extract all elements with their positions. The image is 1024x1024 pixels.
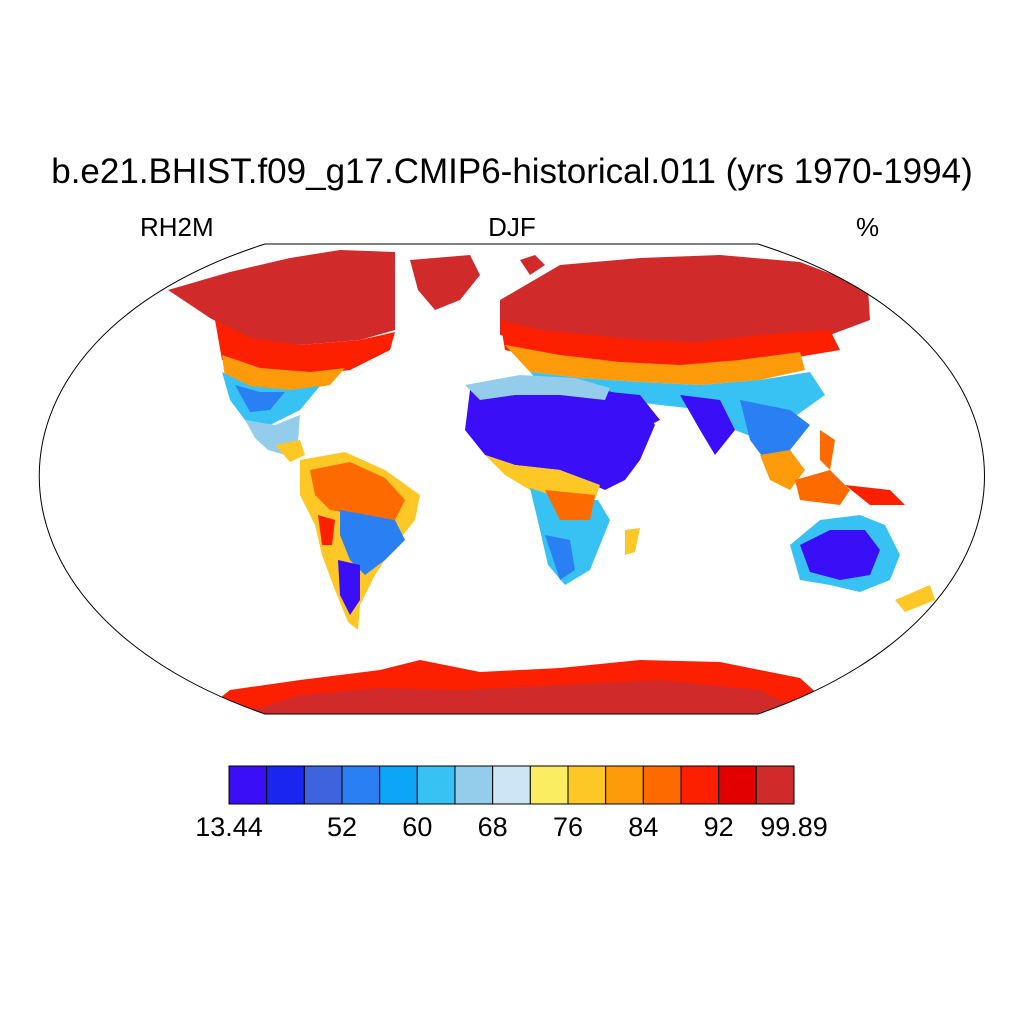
- colorbar-swatch: [266, 765, 305, 805]
- colorbar-tick-label: 76: [552, 812, 584, 842]
- colorbar-swatch: [454, 765, 494, 805]
- colorbar-swatch: [416, 765, 456, 805]
- land-fill: [168, 250, 935, 714]
- variable-label: RH2M: [140, 212, 214, 242]
- australia: [790, 515, 935, 612]
- colorbar-swatch: [567, 765, 607, 805]
- colorbar-tick-label: 68: [477, 812, 508, 842]
- africa: [465, 375, 655, 585]
- colorbar-tick-label: 92: [703, 812, 734, 842]
- colorbar-tick-label: 13.44: [195, 812, 263, 842]
- colorbar-swatch: [303, 765, 343, 805]
- eurasia: [500, 255, 905, 505]
- colorbar-swatch: [492, 765, 531, 805]
- colorbar-swatch: [341, 765, 381, 805]
- colorbar-swatch: [605, 765, 644, 805]
- colorbar-swatch: [680, 765, 720, 805]
- antarctica: [200, 660, 840, 714]
- colorbar-tick-label: 84: [628, 812, 659, 842]
- colorbar-swatch: [642, 765, 682, 805]
- colorbar-swatch: [718, 765, 757, 805]
- south-america: [300, 452, 420, 630]
- colorbar-swatch: [755, 765, 795, 805]
- units-label: %: [856, 212, 880, 242]
- map-outline: [38, 243, 985, 715]
- colorbar-tick-label: 60: [402, 812, 433, 842]
- season-label: DJF: [488, 212, 536, 242]
- colorbar-tick-label: 52: [326, 812, 358, 842]
- north-america: [168, 250, 480, 462]
- colorbar-swatch: [379, 765, 418, 805]
- plot-title: b.e21.BHIST.f09_g17.CMIP6-historical.011…: [51, 152, 973, 191]
- colorbar-tick-label: 99.89: [760, 812, 828, 842]
- colorbar: [228, 765, 795, 805]
- colorbar-swatch: [529, 765, 569, 805]
- colorbar-swatch: [228, 765, 268, 805]
